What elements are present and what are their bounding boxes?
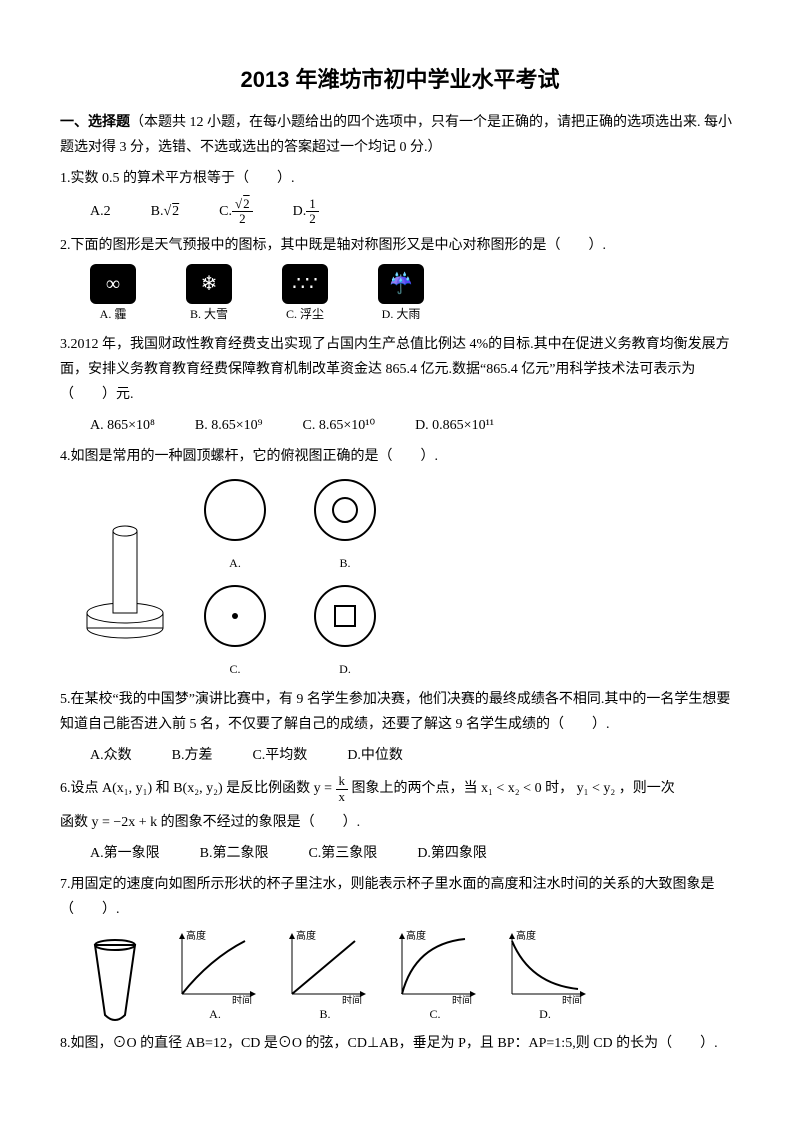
q1-options: A.2 B.√2 C.√22 D.12: [90, 197, 740, 227]
q3-stem: 3.2012 年，我国财政性教育经费支出实现了占国内生产总值比例达 4%的目标.…: [60, 332, 740, 408]
page-title: 2013 年潍坊市初中学业水平考试: [60, 60, 740, 100]
svg-text:高度: 高度: [516, 929, 536, 942]
q6-opt-D: D.第四象限: [417, 841, 487, 866]
haze-icon: ∞: [90, 264, 136, 304]
q7-chart-A: 高度 时间 A.: [170, 929, 260, 1026]
q1-opt-A: A.2: [90, 199, 111, 224]
svg-text:时间: 时间: [452, 994, 472, 1004]
q5-options: A.众数 B.方差 C.平均数 D.中位数: [90, 743, 740, 768]
q3-opt-C: C. 8.65×10¹⁰: [303, 413, 376, 438]
q5-opt-C: C.平均数: [252, 743, 307, 768]
q1-stem: 1.实数 0.5 的算术平方根等于（ ）.: [60, 166, 740, 191]
q7-chart-C: 高度 时间 C.: [390, 929, 480, 1026]
q6-opt-C: C.第三象限: [308, 841, 377, 866]
dust-icon: ∴∵: [282, 264, 328, 304]
q4-fig-B: B.: [310, 475, 380, 575]
q6-stem: 6.设点 A(x₁, y₁) 和 B(x₂, y₂) 是反比例函数 y = kx…: [60, 774, 740, 804]
svg-text:时间: 时间: [232, 994, 252, 1004]
q4-fig-D: D.: [310, 581, 380, 681]
q5-opt-B: B.方差: [172, 743, 213, 768]
svg-text:高度: 高度: [406, 929, 426, 942]
section1-desc: （本题共 12 小题，在每小题给出的四个选项中，只有一个是正确的，请把正确的选项…: [60, 115, 732, 155]
q6-stem2: 函数 y = −2x + k 的图象不经过的象限是（ ）.: [60, 810, 740, 835]
q4-fig-C: C.: [200, 581, 270, 681]
q1-opt-D: D.12: [293, 197, 319, 227]
screw-3d-icon: [80, 513, 170, 643]
q1-opt-B: B.√2: [151, 199, 180, 224]
q2-icon-A: ∞ A. 霾: [90, 264, 136, 326]
q6-options: A.第一象限 B.第二象限 C.第三象限 D.第四象限: [90, 841, 740, 866]
q7-stem: 7.用固定的速度向如图所示形状的杯子里注水，则能表示杯子里水面的高度和注水时间的…: [60, 872, 740, 922]
q5-opt-D: D.中位数: [347, 743, 403, 768]
q6-opt-B: B.第二象限: [200, 841, 269, 866]
q7-figures: 高度 时间 A. 高度 时间 B. 高度 时间 C. 高度 时间: [80, 929, 740, 1026]
q7-chart-D: 高度 时间 D.: [500, 929, 590, 1026]
svg-text:时间: 时间: [562, 994, 582, 1004]
q3-opt-B: B. 8.65×10⁹: [195, 413, 263, 438]
q8-stem: 8.如图，⊙O 的直径 AB=12，CD 是⊙O 的弦，CD⊥AB，垂足为 P，…: [60, 1031, 740, 1056]
q3-opt-D: D. 0.865×10¹¹: [415, 413, 494, 438]
rain-icon: ☔: [378, 264, 424, 304]
svg-text:高度: 高度: [186, 929, 206, 942]
svg-text:高度: 高度: [296, 929, 316, 942]
q4-stem: 4.如图是常用的一种圆顶螺杆，它的俯视图正确的是（ ）.: [60, 444, 740, 469]
q4-fig-A: A.: [200, 475, 270, 575]
svg-text:时间: 时间: [342, 994, 362, 1004]
q4-figures: A. B. C. D.: [80, 475, 740, 680]
section1-label: 一、选择题: [60, 115, 130, 130]
q5-opt-A: A.众数: [90, 743, 132, 768]
q6-opt-A: A.第一象限: [90, 841, 160, 866]
q2-icon-B: ❄ B. 大雪: [186, 264, 232, 326]
section-header: 一、选择题（本题共 12 小题，在每小题给出的四个选项中，只有一个是正确的，请把…: [60, 110, 740, 160]
q2-icon-D: ☔ D. 大雨: [378, 264, 424, 326]
q3-options: A. 865×10⁸ B. 8.65×10⁹ C. 8.65×10¹⁰ D. 0…: [90, 413, 740, 438]
q2-icons: ∞ A. 霾 ❄ B. 大雪 ∴∵ C. 浮尘 ☔ D. 大雨: [90, 264, 740, 326]
q7-chart-B: 高度 时间 B.: [280, 929, 370, 1026]
q1-opt-C: C.√22: [219, 197, 252, 227]
q5-stem: 5.在某校“我的中国梦”演讲比赛中，有 9 名学生参加决赛，他们决赛的最终成绩各…: [60, 687, 740, 737]
q2-icon-C: ∴∵ C. 浮尘: [282, 264, 328, 326]
q3-opt-A: A. 865×10⁸: [90, 413, 155, 438]
q2-stem: 2.下面的图形是天气预报中的图标，其中既是轴对称图形又是中心对称图形的是（ ）.: [60, 233, 740, 258]
cup-icon: [80, 935, 150, 1025]
snow-icon: ❄: [186, 264, 232, 304]
